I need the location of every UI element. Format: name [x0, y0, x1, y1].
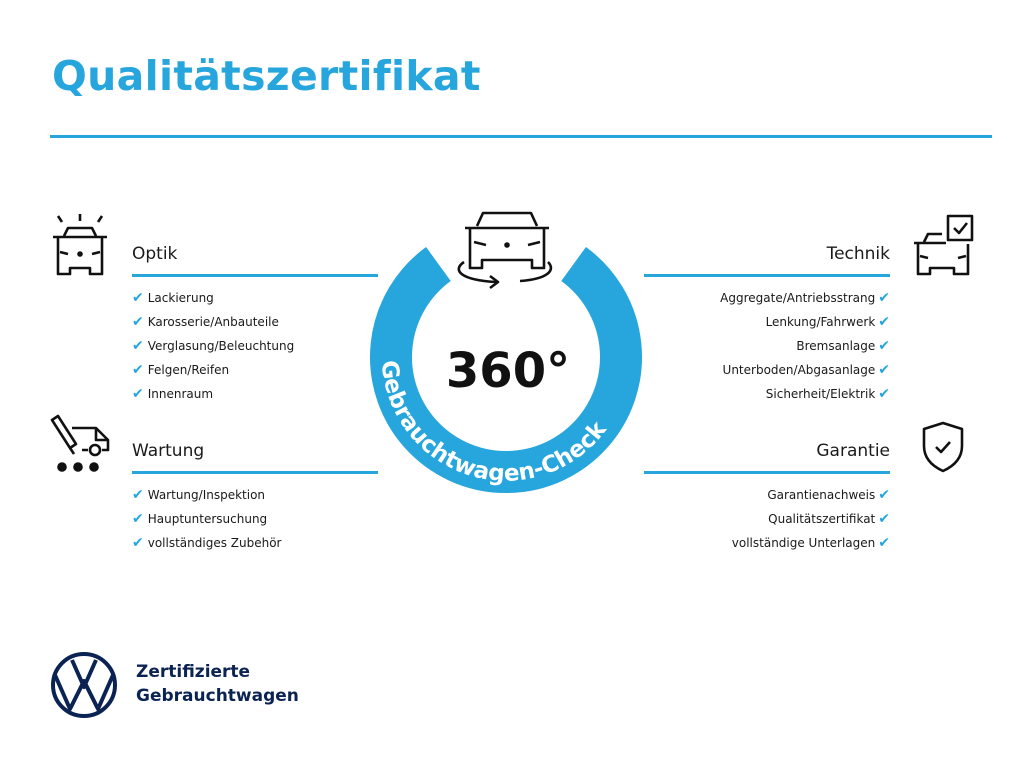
check-icon: ✔ — [132, 511, 144, 527]
list-item: ✔ Felgen/Reifen — [132, 362, 230, 378]
center-value: 360° — [446, 343, 570, 399]
list-item: ✔ Lackierung — [132, 290, 214, 306]
check-icon: ✔ — [878, 487, 890, 503]
car-checklist-icon — [914, 214, 974, 276]
check-icon: ✔ — [878, 386, 890, 402]
check-icon: ✔ — [878, 290, 890, 306]
check-icon: ✔ — [878, 338, 890, 354]
check-icon: ✔ — [132, 314, 144, 330]
check-icon: ✔ — [878, 362, 890, 378]
list-item: Unterboden/Abgasanlage ✔ — [722, 362, 890, 378]
check-icon: ✔ — [132, 535, 144, 551]
list-item: vollständige Unterlagen ✔ — [731, 535, 890, 551]
list-item: Qualitätszertifikat ✔ — [768, 511, 890, 527]
check-icon: ✔ — [132, 290, 144, 306]
section-technik: Technik Aggregate/Antriebsstrang ✔ Lenkun… — [644, 244, 890, 410]
check-icon: ✔ — [878, 535, 890, 551]
check-icon: ✔ — [878, 511, 890, 527]
list-item: Sicherheit/Elektrik ✔ — [765, 386, 890, 402]
section-divider — [132, 274, 378, 277]
section-divider — [644, 274, 890, 277]
list-item: Aggregate/Antriebsstrang ✔ — [720, 290, 890, 306]
section-garantie: Garantie Garantienachweis ✔ Qualitätszert… — [644, 441, 890, 559]
ring-arc — [370, 247, 642, 493]
section-wartung: Wartung ✔ Wartung/Inspektion ✔ Hauptunters… — [132, 441, 378, 559]
list-item: ✔ Verglasung/Beleuchtung — [132, 338, 295, 354]
list-item: ✔ Wartung/Inspektion — [132, 487, 266, 503]
section-heading: Garantie — [816, 441, 890, 461]
section-optik: Optik ✔ Lackierung ✔ Karosserie/Anbauteile… — [132, 244, 378, 410]
list-item: Lenkung/Fahrwerk ✔ — [765, 314, 890, 330]
section-heading: Optik — [132, 244, 178, 264]
car-rotate-icon — [457, 211, 553, 290]
list-item: ✔ Karosserie/Anbauteile — [132, 314, 279, 330]
check-icon: ✔ — [132, 487, 144, 503]
section-divider — [132, 471, 378, 474]
vw-logo — [51, 652, 117, 718]
section-divider — [644, 471, 890, 474]
list-item: ✔ Hauptuntersuchung — [132, 511, 268, 527]
list-item: Bremsanlage ✔ — [796, 338, 890, 354]
page-title: Qualitätszertifikat — [52, 52, 481, 100]
check-icon: ✔ — [132, 338, 144, 354]
brand-text: Zertifizierte Gebrauchtwagen — [136, 660, 299, 708]
shield-check-icon — [922, 421, 964, 473]
brand-line-2: Gebrauchtwagen — [136, 686, 299, 706]
section-heading: Technik — [826, 244, 890, 264]
list-item: ✔ Innenraum — [132, 386, 214, 402]
check-icon: ✔ — [132, 386, 144, 402]
check-icon: ✔ — [132, 362, 144, 378]
brand-line-1: Zertifizierte — [136, 662, 251, 682]
list-item: ✔ vollständiges Zubehör — [132, 535, 282, 551]
service-van-icon — [50, 414, 110, 472]
check-icon: ✔ — [878, 314, 890, 330]
section-heading: Wartung — [132, 441, 205, 461]
title-divider — [50, 135, 992, 138]
car-lights-icon — [53, 214, 107, 276]
list-item: Garantienachweis ✔ — [767, 487, 890, 503]
